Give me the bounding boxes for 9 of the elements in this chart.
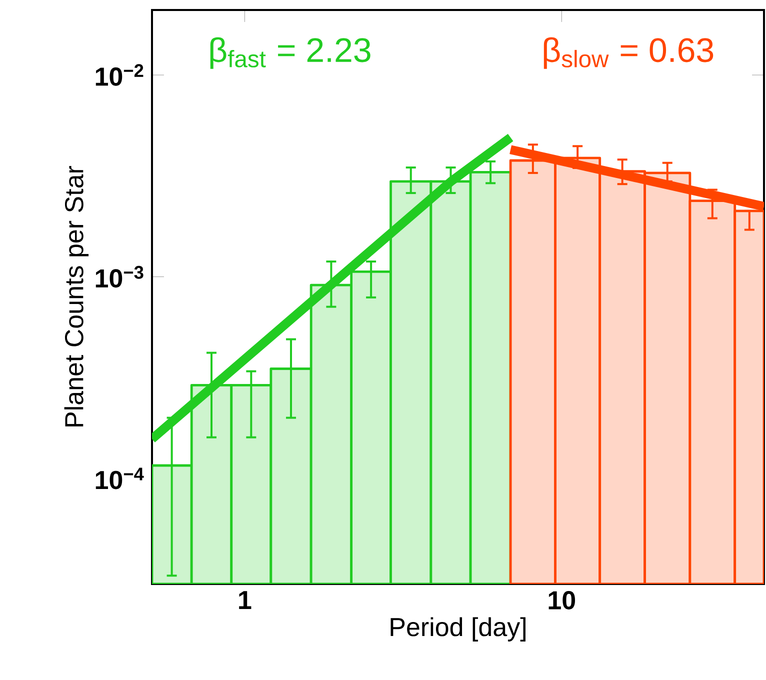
annotation: β$_{slow}$ = 0.63: [544, 37, 714, 69]
x-tick-label: 10: [548, 591, 576, 610]
y-tick-label: 10$^{−3}$: [96, 266, 144, 288]
y-tick-label: 10$^{−2}$: [96, 64, 144, 86]
y-axis-title: Planet Counts per Star: [64, 166, 89, 426]
x-axis-title: Period [day]: [390, 617, 526, 642]
annotation: β$_{fast}$ = 2.23: [210, 37, 370, 69]
y-tick-label: 10$^{−4}$: [96, 468, 144, 490]
x-tick-label: 1: [239, 591, 252, 609]
